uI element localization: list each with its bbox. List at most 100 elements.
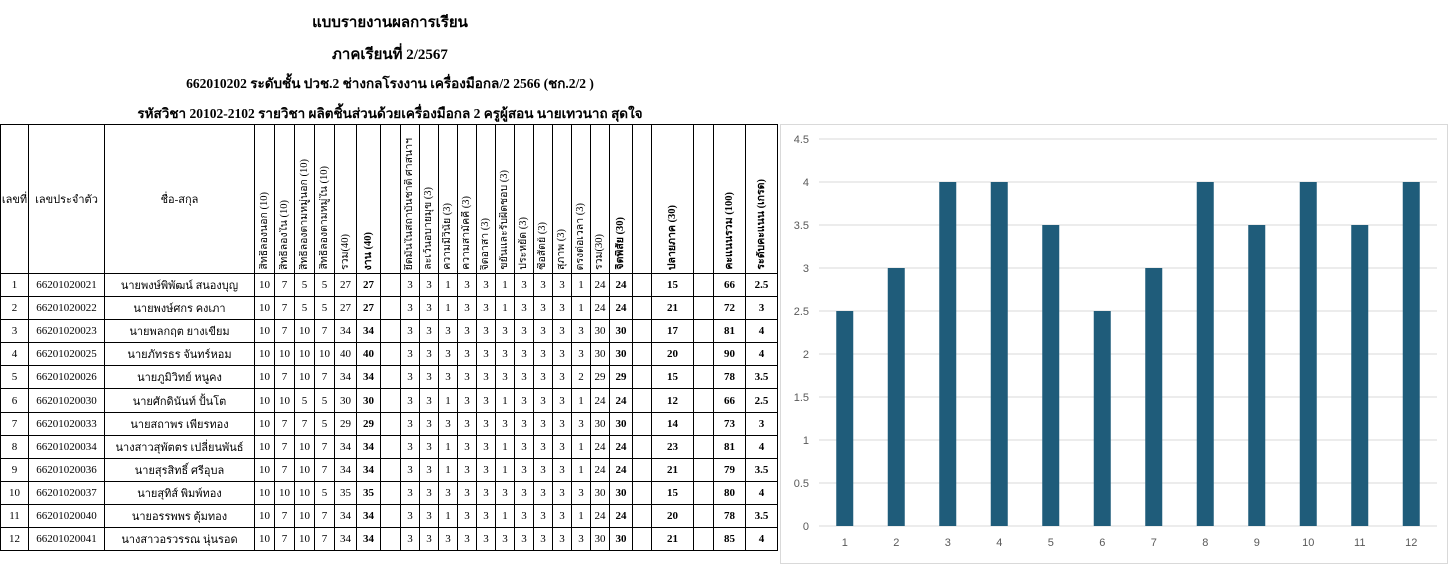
attitude-cell: 1 (438, 457, 458, 482)
grade-cell: 3.5 (745, 503, 778, 529)
score-cell: 10 (254, 527, 275, 552)
attitude-cell: 3 (552, 411, 572, 436)
attitude-cell: 3 (533, 342, 553, 367)
student-name: นางสาวสุพัตตร เปลี่ยนพันธ์ (104, 434, 255, 459)
final-exam-score: 15 (651, 480, 694, 505)
score-cell: 10 (254, 503, 275, 529)
score-cell: 7 (314, 434, 335, 459)
grade-cell: 2.5 (745, 388, 778, 413)
empty-cell (380, 272, 401, 298)
attitude-cell: 3 (400, 411, 420, 436)
student-name: นางสาวอรวรรณ นุ่นรอด (104, 527, 255, 552)
attitude-cell: 3 (419, 480, 439, 505)
attitude-cell: 24 (590, 388, 610, 413)
score-cell: 10 (294, 319, 315, 344)
row-number: 4 (0, 342, 29, 367)
attitude-cell: 1 (495, 272, 515, 298)
attitude-cell: 1 (438, 272, 458, 298)
attitude-cell: 3 (457, 503, 477, 529)
header-cell-12: ความมีวินัย (3) (438, 124, 458, 274)
header-label: ความมีวินัย (3) (442, 203, 453, 270)
attitude-cell: 1 (571, 434, 591, 459)
header-cell-5: สิทธิ์ลองตามหมู่นอก (10) (294, 124, 315, 274)
empty-cell (632, 457, 652, 482)
table-row: 7 66201020033 นายสถาพร เพียรทอง 10 7 7 5 29 29 3 3… (0, 411, 778, 436)
header-cell-25: คะแนนรวม (100) (713, 124, 746, 274)
empty-cell (693, 457, 714, 482)
score-cell: 7 (274, 434, 295, 459)
score-cell: 34 (356, 365, 381, 390)
header-label: เลขที่ (1, 194, 28, 206)
score-cell: 40 (334, 342, 357, 367)
empty-cell (693, 365, 714, 390)
table-row: 11 66201020040 นายอรรพพร ตุ้มทอง 10 7 10 7 34 34… (0, 503, 778, 529)
attitude-cell: 29 (590, 365, 610, 390)
y-tick-label: 1.5 (794, 392, 809, 404)
score-cell: 7 (294, 411, 315, 436)
attitude-cell: 3 (457, 480, 477, 505)
score-cell: 10 (254, 272, 275, 298)
final-exam-score: 15 (651, 272, 694, 298)
header-label: งาน (40) (362, 231, 374, 270)
score-cell: 34 (356, 503, 381, 529)
score-cell: 27 (356, 272, 381, 298)
attitude-cell: 24 (609, 457, 633, 482)
x-tick-label: 2 (893, 537, 899, 549)
final-exam-score: 21 (651, 457, 694, 482)
attitude-cell: 24 (609, 296, 633, 321)
score-cell: 34 (334, 503, 357, 529)
empty-cell (632, 319, 652, 344)
x-tick-label: 11 (1354, 537, 1365, 549)
score-cell: 7 (274, 296, 295, 321)
score-cell: 7 (274, 503, 295, 529)
score-cell: 10 (254, 388, 275, 413)
attitude-cell: 3 (457, 434, 477, 459)
empty-cell (632, 272, 652, 298)
header-label: รวม(40) (339, 234, 351, 270)
student-id: 66201020040 (28, 503, 105, 529)
attitude-cell: 3 (552, 480, 572, 505)
attitude-cell: 3 (533, 296, 553, 321)
attitude-cell: 3 (457, 527, 477, 552)
header-cell-3: สิทธิ์ลองนอก (10) (254, 124, 275, 274)
attitude-cell: 3 (476, 411, 496, 436)
report-title: แบบรายงานผลการเรียน (312, 15, 468, 31)
attitude-cell: 3 (476, 434, 496, 459)
header-label: สิทธิ์ลองนอก (10) (258, 192, 270, 270)
y-tick-label: 2 (803, 349, 809, 361)
student-id: 66201020022 (28, 296, 105, 321)
total-score: 78 (713, 503, 746, 529)
score-cell: 34 (334, 365, 357, 390)
score-cell: 5 (294, 388, 315, 413)
x-tick-label: 9 (1254, 537, 1260, 549)
attitude-cell: 3 (419, 272, 439, 298)
table-row: 10 66201020037 นายสุทิส์ พิมพ์ทอง 10 10 10 5 35… (0, 480, 778, 505)
header-label: ละเว้นอบายมุข (3) (423, 187, 434, 270)
table-row: 5 66201020026 นายภูมิวิทย์ หนูคง 10 7 10 7 34 34… (0, 365, 778, 390)
grade-cell: 4 (745, 527, 778, 552)
header-cell-16: ประหยัด (3) (514, 124, 534, 274)
attitude-cell: 30 (609, 411, 633, 436)
attitude-cell: 3 (533, 527, 553, 552)
score-cell: 34 (334, 434, 357, 459)
bar (1299, 182, 1317, 526)
header-cell-18: สุภาพ (3) (552, 124, 572, 274)
empty-cell (693, 296, 714, 321)
attitude-cell: 3 (552, 296, 572, 321)
grade-cell: 3.5 (745, 365, 778, 390)
grade-cell: 3 (745, 296, 778, 321)
y-tick-label: 2.5 (794, 306, 809, 318)
empty-cell (693, 527, 714, 552)
row-number: 7 (0, 411, 29, 436)
score-cell: 7 (314, 527, 335, 552)
attitude-cell: 3 (514, 503, 534, 529)
y-tick-label: 0 (803, 521, 809, 533)
score-cell: 10 (294, 342, 315, 367)
student-name: นายพงษ์พิพัฒน์ สนองบุญ (104, 272, 255, 298)
attitude-cell: 1 (495, 296, 515, 321)
attitude-cell: 3 (438, 319, 458, 344)
attitude-cell: 24 (590, 503, 610, 529)
header-cell-13: ความสามัคคี (3) (457, 124, 477, 274)
grade-cell: 3.5 (745, 457, 778, 482)
score-cell: 10 (254, 342, 275, 367)
